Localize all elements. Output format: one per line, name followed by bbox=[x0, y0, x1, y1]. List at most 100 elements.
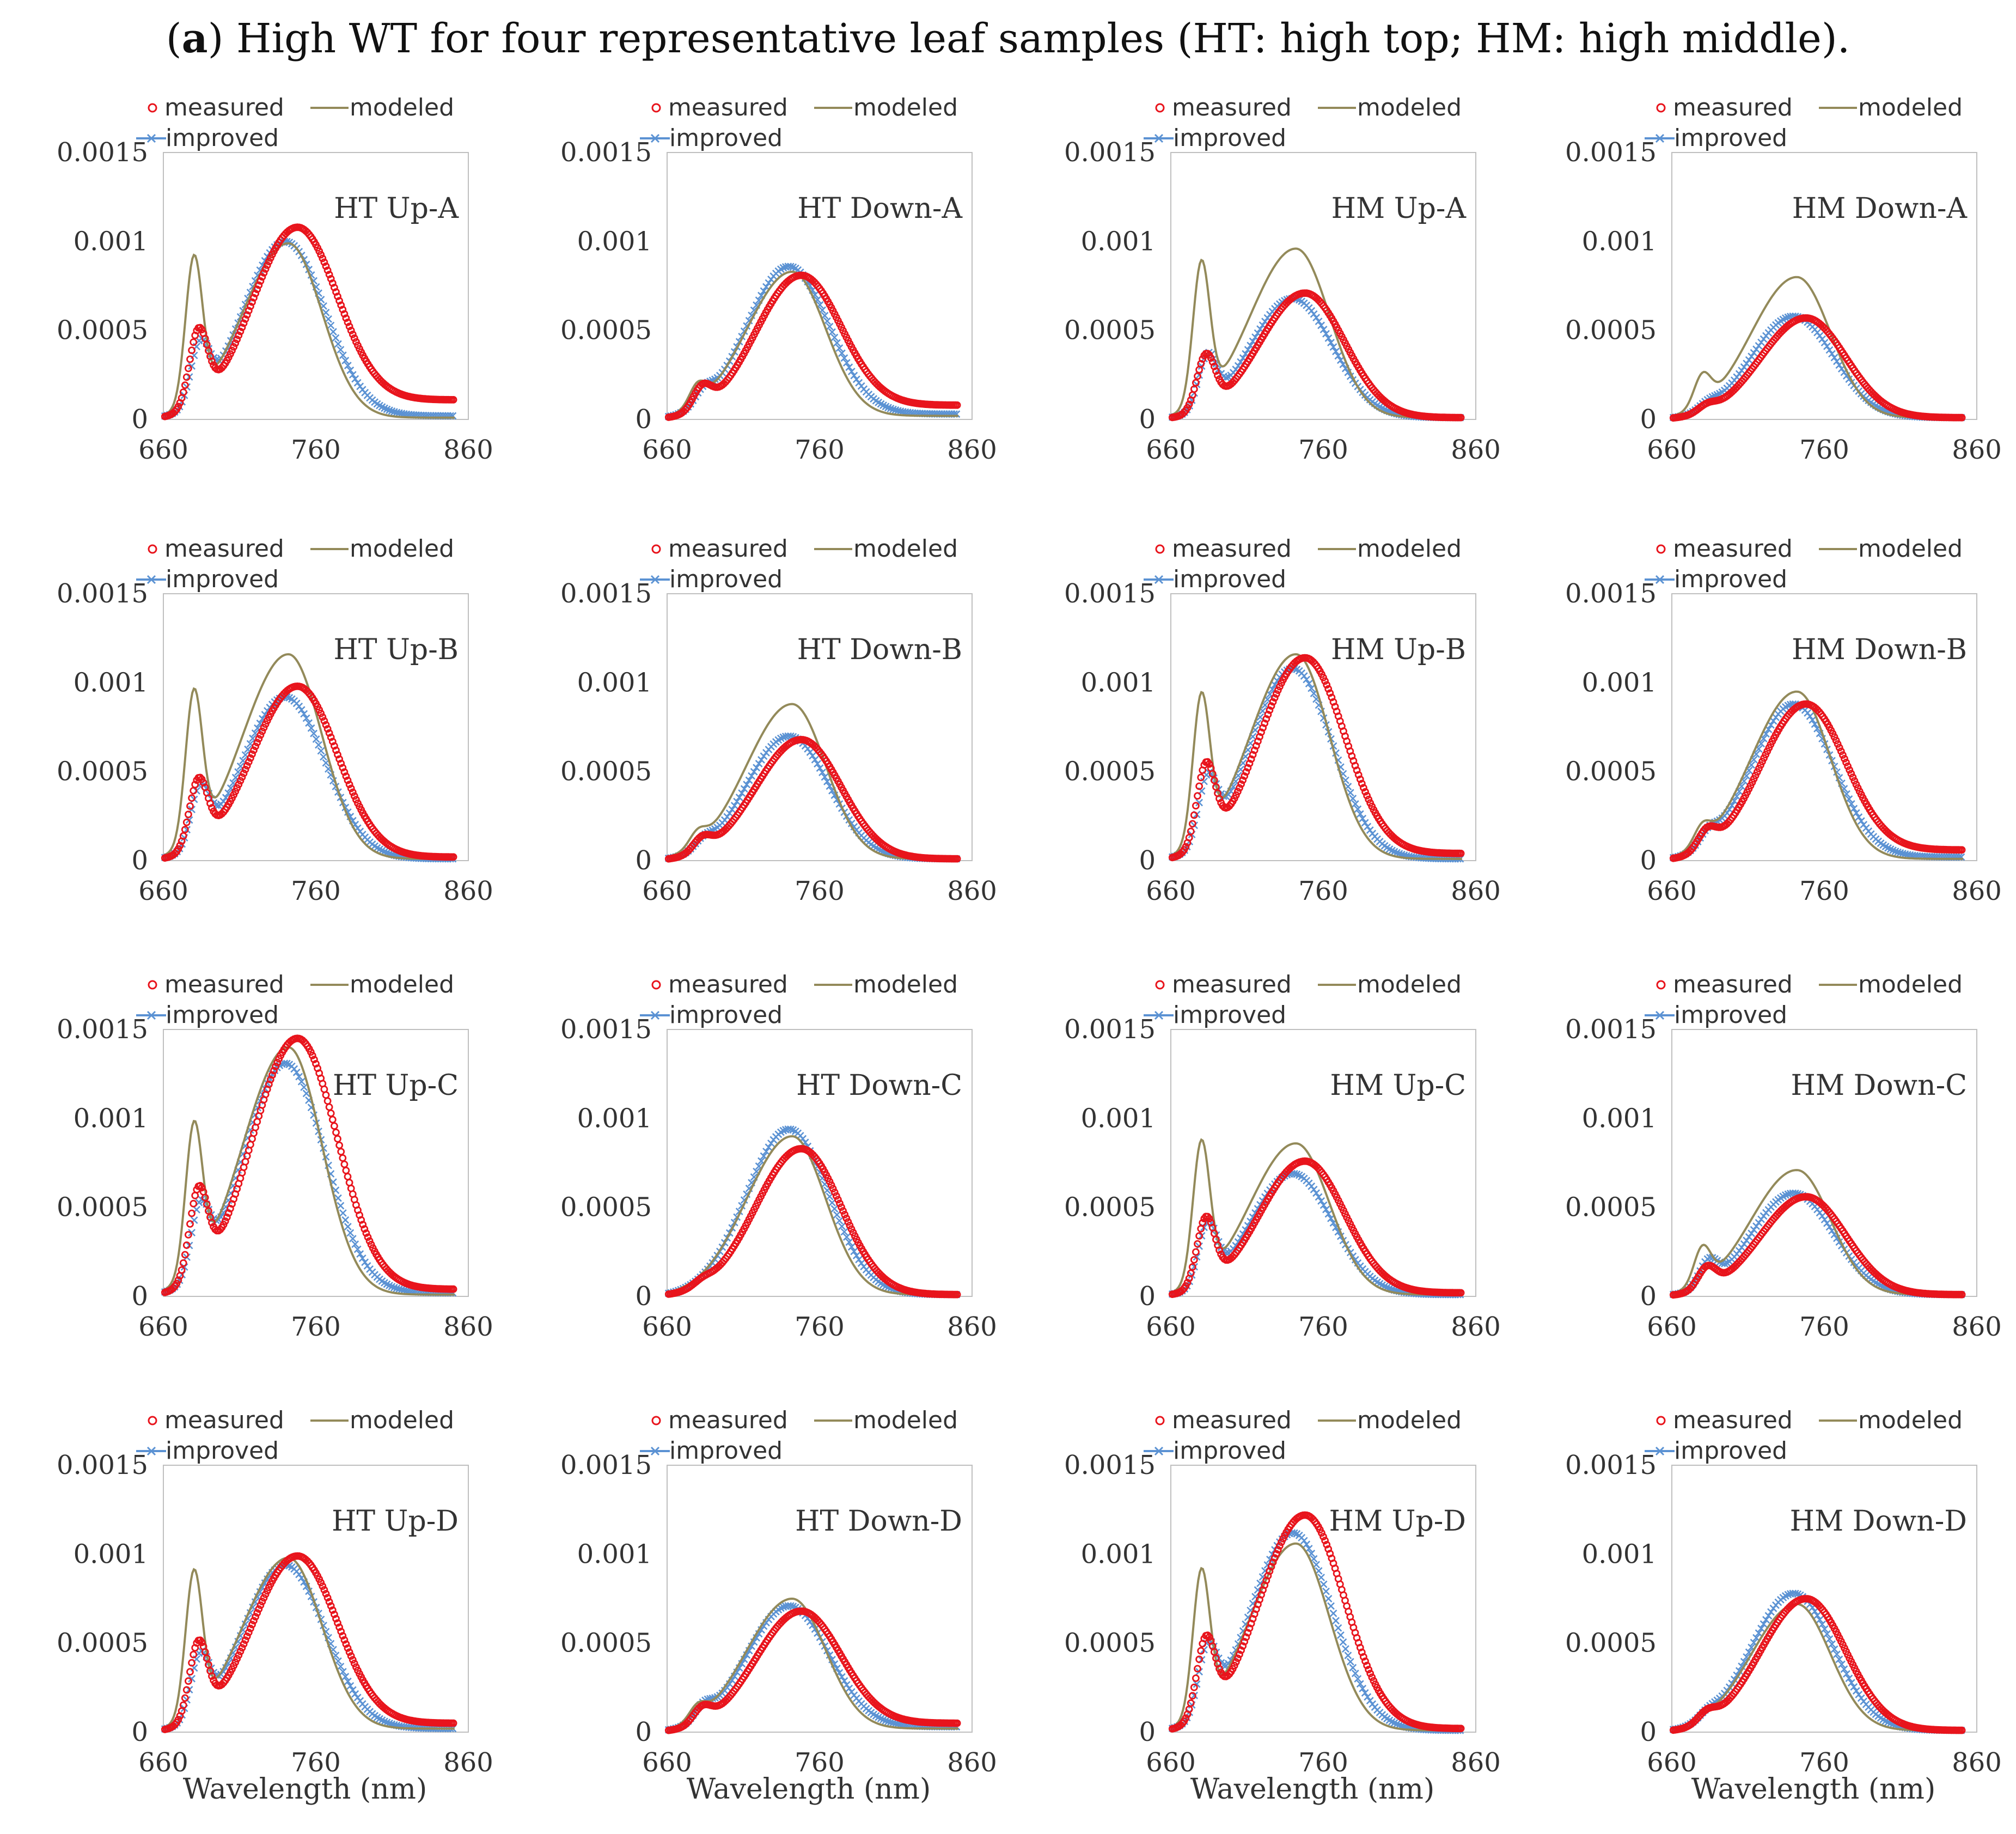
series-measured bbox=[1168, 1511, 1465, 1733]
plot-frame bbox=[1671, 152, 1977, 420]
legend-measured-marker bbox=[651, 103, 661, 113]
x-tick-label: 860 bbox=[947, 876, 997, 906]
plot-frame bbox=[1170, 593, 1476, 861]
x-axis-label: Wavelength (nm) bbox=[687, 1773, 931, 1806]
legend-measured-label: measured bbox=[164, 94, 284, 121]
panel-title: HT Down-D bbox=[795, 1505, 962, 1538]
x-tick-label: 760 bbox=[795, 435, 845, 465]
chart-panel: 0 0.0005 0.001 0.0015 660 760 860 measured model… bbox=[520, 523, 1024, 959]
series-measured bbox=[664, 1607, 961, 1734]
legend-modeled-label: modeled bbox=[350, 1406, 454, 1434]
y-tick-label: 0 bbox=[131, 1281, 148, 1312]
legend-improved-label: improved bbox=[166, 1001, 279, 1029]
series-measured bbox=[1168, 1157, 1465, 1298]
chart-panel: 0 0.0005 0.001 0.0015 660 760 860 measured model… bbox=[1024, 959, 1528, 1394]
legend-measured-label: measured bbox=[1172, 1406, 1292, 1434]
x-tick-label: 760 bbox=[1298, 876, 1348, 906]
x-tick-label: 660 bbox=[1647, 1747, 1697, 1778]
y-tick-label: 0.001 bbox=[1081, 1539, 1156, 1569]
legend-modeled-label: modeled bbox=[853, 971, 958, 998]
legend-measured-marker bbox=[1155, 980, 1165, 990]
legend-measured-marker bbox=[1656, 980, 1666, 990]
legend-improved-marker bbox=[146, 133, 156, 143]
series-measured bbox=[664, 736, 961, 863]
x-tick-label: 860 bbox=[1451, 876, 1501, 906]
x-tick-label: 760 bbox=[1298, 435, 1348, 465]
y-tick-label: 0.001 bbox=[1081, 667, 1156, 698]
y-tick-label: 0.001 bbox=[577, 226, 652, 257]
series-measured bbox=[1168, 654, 1465, 862]
x-tick-label: 660 bbox=[1647, 1312, 1697, 1342]
series-modeled bbox=[668, 1597, 958, 1730]
panel-title: HM Up-A bbox=[1331, 192, 1467, 225]
x-tick-label: 860 bbox=[443, 1312, 493, 1342]
y-tick-label: 0.0005 bbox=[560, 315, 652, 346]
series-measured bbox=[664, 1145, 961, 1299]
y-tick-label: 0 bbox=[1640, 845, 1657, 876]
legend-improved-marker bbox=[1655, 133, 1665, 143]
chart-panel: 0 0.0005 0.001 0.0015 660 760 860 measured model… bbox=[520, 1394, 1024, 1830]
series-measured bbox=[161, 223, 457, 421]
legend-improved-marker bbox=[146, 1446, 156, 1456]
plot-frame bbox=[163, 152, 469, 420]
x-tick-label: 760 bbox=[1799, 435, 1849, 465]
legend-improved-marker bbox=[650, 1010, 660, 1020]
x-tick-label: 660 bbox=[1647, 876, 1697, 906]
x-tick-label: 760 bbox=[291, 1312, 341, 1342]
y-tick-label: 0.0005 bbox=[560, 757, 652, 787]
legend-measured-marker bbox=[148, 544, 157, 554]
series-modeled bbox=[1673, 1169, 1963, 1296]
x-tick-label: 660 bbox=[138, 1312, 188, 1342]
legend-improved-label: improved bbox=[1173, 124, 1286, 152]
series-measured bbox=[1669, 314, 1966, 422]
y-tick-label: 0.0005 bbox=[1064, 757, 1156, 787]
y-tick-label: 0.0005 bbox=[1565, 1192, 1657, 1223]
legend-improved-marker bbox=[1154, 133, 1164, 143]
chart-svg: 0 0.0005 0.001 0.0015 660 760 860 measured model… bbox=[57, 1406, 493, 1806]
legend-measured-marker bbox=[148, 1416, 157, 1425]
legend-modeled-label: modeled bbox=[1357, 1406, 1462, 1434]
series-measured bbox=[1168, 289, 1465, 422]
y-tick-label: 0.0005 bbox=[57, 1628, 148, 1659]
chart-svg: 0 0.0005 0.001 0.0015 660 760 860 measured model… bbox=[1064, 1406, 1501, 1806]
x-tick-label: 660 bbox=[138, 876, 188, 906]
y-tick-label: 0.001 bbox=[1582, 1539, 1657, 1569]
chart-panel: 0 0.0005 0.001 0.0015 660 760 860 measured model… bbox=[520, 82, 1024, 517]
x-tick-label: 860 bbox=[443, 876, 493, 906]
chart-panel: 0 0.0005 0.001 0.0015 660 760 860 measured model… bbox=[520, 959, 1024, 1394]
plot-frame bbox=[1170, 1029, 1476, 1297]
y-tick-label: 0 bbox=[131, 404, 148, 435]
legend-improved-marker bbox=[1655, 1010, 1665, 1020]
y-tick-label: 0.001 bbox=[1081, 1103, 1156, 1134]
series-modeled bbox=[668, 270, 958, 417]
panel-title: HT Up-A bbox=[334, 192, 459, 225]
legend-modeled-label: modeled bbox=[350, 535, 454, 563]
legend-measured-marker bbox=[651, 1416, 661, 1425]
legend-improved-marker bbox=[650, 575, 660, 584]
y-tick-label: 0 bbox=[635, 1717, 652, 1747]
y-tick-label: 0.0005 bbox=[1064, 315, 1156, 346]
y-tick-label: 0 bbox=[1139, 1717, 1156, 1747]
legend-modeled-label: modeled bbox=[1858, 535, 1963, 563]
chart-svg: 0 0.0005 0.001 0.0015 660 760 860 measured model… bbox=[560, 94, 997, 465]
legend-improved-label: improved bbox=[669, 1001, 783, 1029]
chart-panel: 0 0.0005 0.001 0.0015 660 760 860 measured model… bbox=[1024, 1394, 1528, 1830]
legend-improved-label: improved bbox=[669, 124, 783, 152]
x-tick-label: 760 bbox=[291, 876, 341, 906]
y-tick-label: 0.0005 bbox=[57, 1192, 148, 1223]
y-tick-label: 0.0015 bbox=[560, 578, 652, 609]
chart-panel: 0 0.0005 0.001 0.0015 660 760 860 measured model… bbox=[16, 959, 520, 1394]
legend-measured-marker bbox=[148, 103, 157, 113]
legend-measured-label: measured bbox=[1673, 971, 1793, 998]
legend-improved-marker bbox=[1655, 575, 1665, 584]
chart-svg: 0 0.0005 0.001 0.0015 660 760 860 measured model… bbox=[57, 94, 493, 465]
legend-improved-label: improved bbox=[166, 565, 279, 593]
series-improved bbox=[1168, 1169, 1464, 1299]
x-tick-label: 660 bbox=[642, 435, 692, 465]
y-tick-label: 0.0005 bbox=[560, 1192, 652, 1223]
x-tick-label: 860 bbox=[947, 1312, 997, 1342]
x-tick-label: 760 bbox=[1799, 1312, 1849, 1342]
chart-svg: 0 0.0005 0.001 0.0015 660 760 860 measured model… bbox=[57, 535, 493, 906]
legend-measured-marker bbox=[1656, 103, 1666, 113]
chart-svg: 0 0.0005 0.001 0.0015 660 760 860 measured model… bbox=[1064, 94, 1501, 465]
